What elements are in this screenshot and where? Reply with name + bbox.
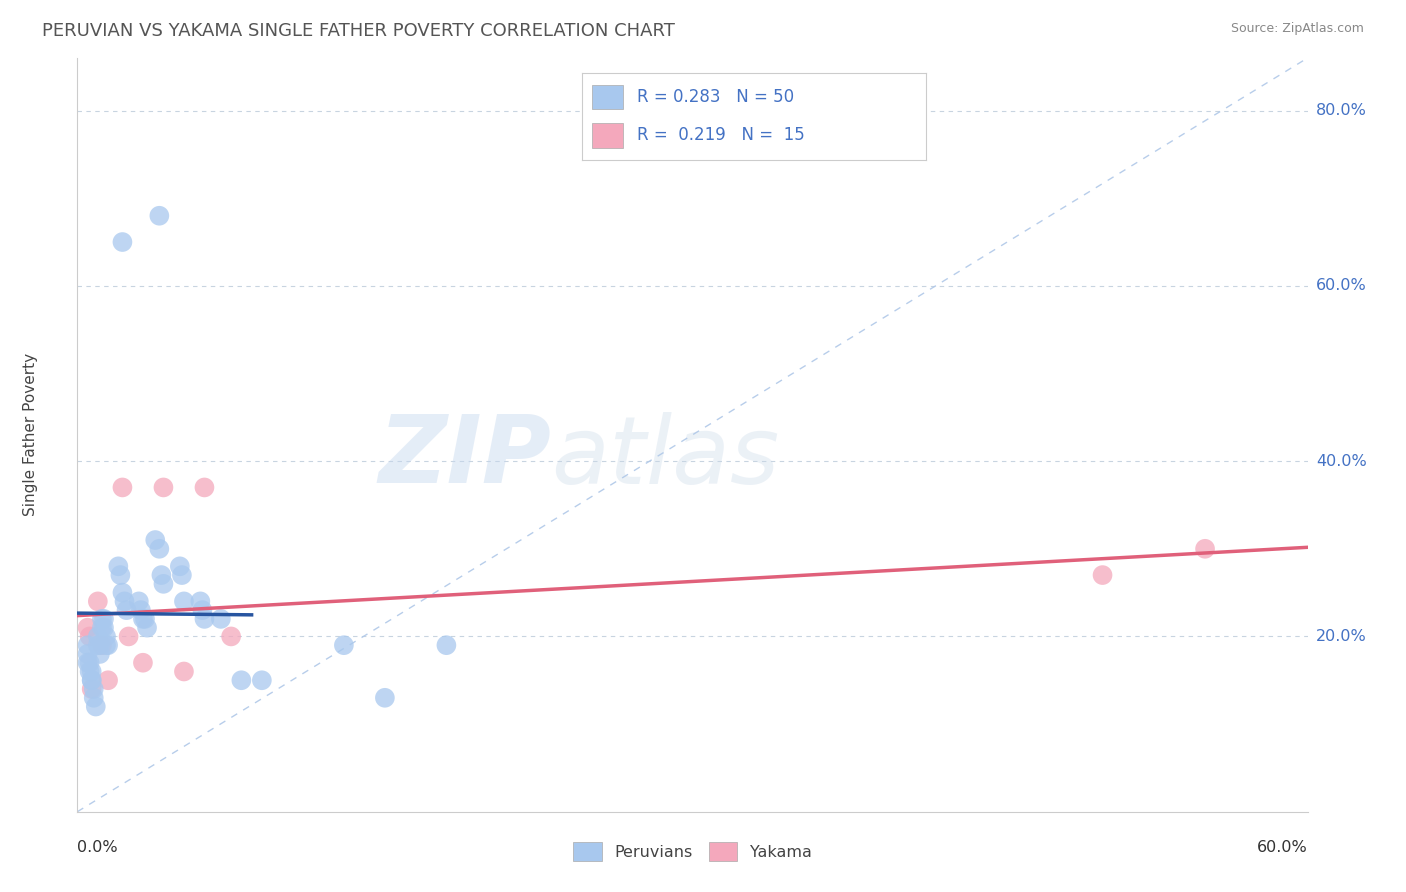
Point: [89, 638, 111, 652]
Point: [90, 638, 114, 652]
Point: [148, 209, 170, 223]
Point: [129, 603, 152, 617]
Text: 60.0%: 60.0%: [1257, 839, 1308, 855]
Point: [148, 541, 170, 556]
Point: [152, 480, 174, 494]
Point: [84, 699, 107, 714]
Point: [132, 612, 155, 626]
Point: [76, 647, 98, 661]
Point: [374, 690, 396, 705]
Text: Source: ZipAtlas.com: Source: ZipAtlas.com: [1230, 22, 1364, 36]
Point: [79, 665, 101, 679]
Text: PERUVIAN VS YAKAMA SINGLE FATHER POVERTY CORRELATION CHART: PERUVIAN VS YAKAMA SINGLE FATHER POVERTY…: [42, 22, 675, 40]
Point: [87, 638, 110, 652]
Point: [128, 594, 150, 608]
Text: R =  0.219   N =  15: R = 0.219 N = 15: [637, 127, 804, 145]
Point: [1194, 541, 1216, 556]
Point: [173, 594, 195, 608]
Point: [1091, 568, 1114, 582]
Point: [111, 235, 134, 249]
Point: [76, 621, 98, 635]
Point: [111, 480, 134, 494]
Text: Single Father Poverty: Single Father Poverty: [22, 353, 38, 516]
Point: [115, 603, 138, 617]
Text: 60.0%: 60.0%: [1316, 278, 1367, 293]
Point: [94, 638, 117, 652]
Text: R = 0.283   N = 50: R = 0.283 N = 50: [637, 88, 794, 106]
Legend: Peruvians, Yakama: Peruvians, Yakama: [567, 836, 818, 868]
Bar: [592, 86, 623, 110]
Text: ZIP: ZIP: [378, 411, 551, 503]
Point: [136, 621, 159, 635]
Text: atlas: atlas: [551, 412, 779, 503]
Point: [76, 638, 98, 652]
Point: [436, 638, 458, 652]
Point: [80, 673, 103, 688]
Point: [152, 577, 174, 591]
Point: [83, 681, 105, 696]
Point: [219, 629, 242, 643]
Point: [132, 656, 155, 670]
Point: [94, 629, 117, 643]
Point: [76, 656, 98, 670]
Point: [188, 594, 212, 608]
Point: [87, 594, 110, 608]
Point: [83, 690, 105, 705]
Point: [79, 656, 101, 670]
Point: [110, 568, 132, 582]
Text: 80.0%: 80.0%: [1316, 103, 1367, 118]
Point: [150, 568, 173, 582]
Text: 0.0%: 0.0%: [77, 839, 118, 855]
Point: [89, 647, 111, 661]
Point: [117, 629, 139, 643]
Point: [97, 638, 120, 652]
Point: [209, 612, 232, 626]
Point: [114, 594, 136, 608]
Point: [134, 612, 156, 626]
Point: [90, 612, 114, 626]
Point: [193, 480, 215, 494]
Bar: [592, 123, 623, 147]
Text: 20.0%: 20.0%: [1316, 629, 1367, 644]
Point: [169, 559, 191, 574]
Point: [97, 673, 120, 688]
Point: [111, 585, 134, 599]
Point: [90, 621, 114, 635]
Point: [80, 681, 103, 696]
Point: [143, 533, 166, 547]
Point: [93, 621, 115, 635]
Point: [79, 629, 101, 643]
Point: [87, 629, 110, 643]
Point: [170, 568, 193, 582]
Point: [93, 612, 115, 626]
Point: [193, 612, 215, 626]
Point: [333, 638, 356, 652]
Point: [191, 603, 214, 617]
Point: [231, 673, 253, 688]
Text: 40.0%: 40.0%: [1316, 454, 1367, 468]
Point: [173, 665, 195, 679]
Point: [80, 665, 103, 679]
Point: [80, 673, 103, 688]
Point: [107, 559, 129, 574]
Point: [250, 673, 273, 688]
